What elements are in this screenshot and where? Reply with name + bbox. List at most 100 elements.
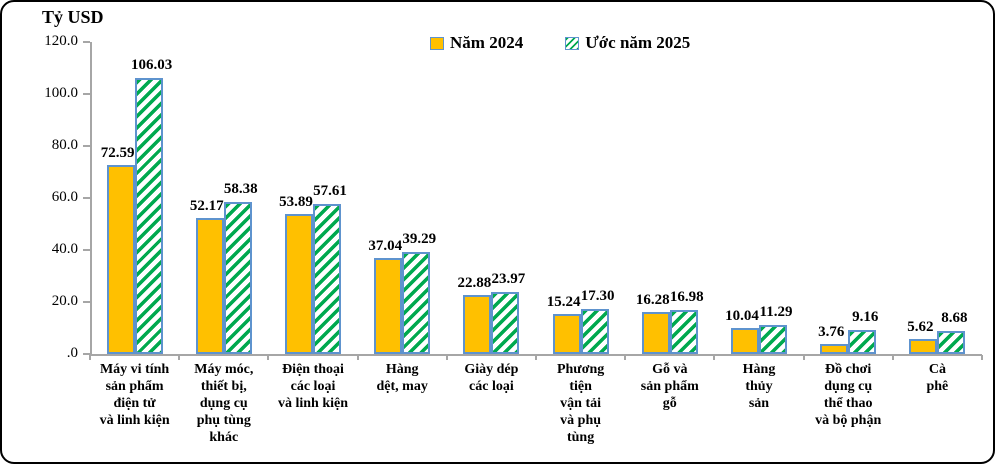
y-axis-tick — [83, 301, 90, 303]
bar-2025 — [402, 251, 431, 354]
category-label-line: Máy vi tính — [99, 362, 170, 377]
bar-2024 — [820, 344, 849, 354]
category-label-line: gỗ — [662, 396, 677, 411]
y-axis-tick-label: 20.0 — [51, 293, 78, 309]
category-group: 37.04 39.29 — [358, 42, 447, 354]
category-label: Giày dép các loại — [447, 361, 536, 395]
category-label-line: Đồ chơi — [825, 362, 872, 377]
category-label-line: điện tử — [113, 396, 156, 411]
category-group: 22.88 23.97 — [447, 42, 536, 354]
category-label: Máy móc, thiết bị, dụng cụ phụ tùng khác — [179, 361, 268, 446]
category-label-line: dụng cụ — [824, 379, 873, 394]
category-group: 52.17 58.38 — [179, 42, 268, 354]
bar-2024 — [552, 314, 581, 354]
y-axis-tick-label: 120.0 — [44, 33, 78, 49]
category-label-line: khác — [209, 430, 239, 445]
category-group: 72.59 106.03 — [90, 42, 179, 354]
bar-value-label-2025: 57.61 — [313, 183, 347, 200]
legend-swatch-2024-icon — [430, 36, 444, 50]
legend-item-2025: Ước năm 2025 — [565, 33, 690, 53]
category-label: Hàng dệt, may — [358, 361, 447, 395]
category-label-line: thể thao — [823, 396, 873, 411]
category-label-line: dệt, may — [376, 379, 428, 394]
bar-value-label-2025: 8.68 — [941, 310, 968, 327]
bar-2024 — [730, 327, 759, 354]
category-label: Đồ chơi dụng cụ thể thao và bộ phận — [804, 361, 893, 429]
category-group: 5.62 8.68 — [893, 42, 982, 354]
category-group: 53.89 57.61 — [268, 42, 357, 354]
bar-value-label-2025: 39.29 — [402, 230, 437, 247]
y-axis-tick-label: .0 — [66, 345, 78, 361]
bar-value-label-2024: 5.62 — [907, 319, 934, 336]
y-axis-tick — [83, 145, 90, 147]
category-label-line: vận tải — [560, 396, 602, 411]
y-axis-tick-label: 40.0 — [51, 241, 78, 257]
bar-value-label-2025: 106.03 — [130, 57, 173, 74]
bar-value-label-2024: 15.24 — [546, 294, 581, 311]
bar-value-label-2024: 3.76 — [818, 324, 845, 341]
bar-2024 — [909, 339, 938, 354]
bar-value-label-2024: 53.89 — [279, 193, 313, 210]
category-label-line: và linh kiện — [99, 413, 170, 428]
bar-value-label-2024: 37.04 — [368, 237, 403, 254]
category-label-line: Cà — [928, 362, 946, 377]
bar-value-label-2025: 9.16 — [852, 309, 879, 326]
bar-value-label-2025: 23.97 — [491, 270, 526, 287]
y-axis-line — [90, 42, 92, 354]
category-label-line: dụng cụ — [199, 396, 248, 411]
y-axis-tick — [83, 353, 90, 355]
category-label-line: Điện thoại — [282, 362, 344, 377]
category-group: 16.28 16.98 — [625, 42, 714, 354]
y-axis-tick — [83, 41, 90, 43]
legend-label-2024: Năm 2024 — [450, 33, 524, 52]
bar-value-label-2024: 16.28 — [635, 291, 670, 308]
x-axis-tick — [267, 355, 270, 360]
bar-2024 — [284, 213, 313, 354]
category-label-line: thủy — [745, 379, 773, 394]
y-axis-tick-label: 100.0 — [44, 85, 78, 101]
bar-2025 — [223, 202, 252, 354]
y-axis-tick-label: 60.0 — [51, 189, 78, 205]
category-label: Phương tiện vận tải và phụ tùng — [536, 361, 625, 446]
category-group: 10.04 11.29 — [714, 42, 803, 354]
x-axis-tick — [624, 355, 627, 360]
bar-value-label-2025: 11.29 — [759, 303, 793, 320]
y-axis-tick-label: 80.0 — [51, 137, 78, 153]
x-axis-tick — [356, 355, 359, 360]
axis-unit-title: Tỷ USD — [42, 7, 104, 27]
category-label-line: Máy móc, — [194, 362, 254, 377]
y-axis-tick — [83, 93, 90, 95]
bar-value-label-2024: 22.88 — [457, 274, 492, 291]
category-label-line: và phụ — [560, 413, 602, 428]
bar-2024 — [641, 311, 670, 354]
bar-value-label-2025: 58.38 — [223, 181, 258, 198]
bar-value-label-2024: 10.04 — [725, 307, 759, 324]
bar-2025 — [669, 309, 698, 354]
category-label-line: thiết bị, — [200, 379, 247, 394]
y-axis-tick — [83, 249, 90, 251]
bar-value-label-2025: 17.30 — [580, 288, 615, 305]
bar-2024 — [374, 257, 403, 354]
category-label-line: các loại — [290, 379, 336, 394]
x-axis-tick — [89, 355, 91, 360]
category-label: Gỗ và sản phẩm gỗ — [625, 361, 714, 412]
legend-swatch-2025-icon — [565, 36, 580, 50]
legend: Năm 2024 Ước năm 2025 — [430, 33, 690, 53]
category-label: Điện thoại các loại và linh kiện — [268, 361, 357, 412]
y-axis-tick — [83, 197, 90, 199]
category-label-line: các loại — [469, 379, 514, 394]
legend-label-2025: Ước năm 2025 — [585, 33, 691, 52]
bar-value-label-2024: 52.17 — [189, 198, 224, 215]
bar-2025 — [491, 291, 520, 354]
category-label-line: phê — [926, 379, 949, 394]
bar-2024 — [195, 218, 224, 354]
category-group: 15.24 17.30 — [536, 42, 625, 354]
category-label: Cà phê — [893, 361, 982, 395]
bar-2025 — [848, 330, 877, 354]
category-label-line: tiện — [569, 379, 592, 394]
category-label-line: sản phẩm — [105, 379, 164, 394]
category-label-line: phụ tùng — [196, 413, 251, 428]
category-label-line: Giày dép — [464, 362, 519, 377]
x-axis-tick — [981, 355, 983, 360]
category-group: 3.76 9.16 — [804, 42, 893, 354]
